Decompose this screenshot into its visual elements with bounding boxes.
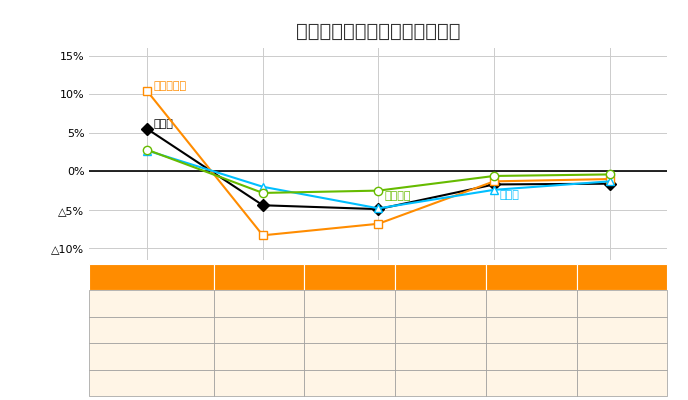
Text: △2.5%: △2.5% bbox=[423, 378, 458, 388]
Text: △8.3%: △8.3% bbox=[332, 325, 367, 335]
Text: △2.0%: △2.0% bbox=[332, 351, 367, 362]
Text: △0.6%: △0.6% bbox=[514, 378, 548, 388]
Text: H20: H20 bbox=[247, 272, 271, 282]
Text: H21: H21 bbox=[337, 272, 362, 282]
Text: △6.8%: △6.8% bbox=[423, 325, 458, 335]
Text: H22: H22 bbox=[428, 272, 453, 282]
Text: △4.9%: △4.9% bbox=[423, 298, 458, 309]
Text: △1.6%: △1.6% bbox=[605, 298, 639, 309]
Text: △1.3%: △1.3% bbox=[605, 351, 639, 362]
Text: 東京都区部: 東京都区部 bbox=[114, 325, 144, 335]
Text: △4.4%: △4.4% bbox=[332, 298, 367, 309]
Text: △0.4%: △0.4% bbox=[605, 378, 639, 388]
Text: 東京圏: 東京圏 bbox=[153, 119, 173, 129]
Text: 5.5%: 5.5% bbox=[246, 298, 272, 309]
Text: 2.8%: 2.8% bbox=[246, 378, 272, 388]
Text: 東京都区部: 東京都区部 bbox=[153, 81, 186, 91]
Text: 10.4%: 10.4% bbox=[243, 325, 276, 335]
Text: △1.3%: △1.3% bbox=[514, 325, 548, 335]
Text: △2.8%: △2.8% bbox=[332, 378, 367, 388]
Text: 東京圏: 東京圏 bbox=[114, 298, 132, 309]
Text: 名古屋圏: 名古屋圏 bbox=[384, 191, 411, 201]
Text: △2.4%: △2.4% bbox=[514, 351, 548, 362]
Text: △1.7%: △1.7% bbox=[514, 298, 548, 309]
Text: △4.8%: △4.8% bbox=[423, 351, 458, 362]
Text: H23: H23 bbox=[519, 272, 544, 282]
Text: 圏域別住宅地の年間変動率推移: 圏域別住宅地の年間変動率推移 bbox=[296, 22, 461, 41]
Text: △1.0%: △1.0% bbox=[605, 325, 639, 335]
Text: H24: H24 bbox=[610, 272, 634, 282]
Text: 大阪圏: 大阪圏 bbox=[114, 351, 132, 362]
Text: 大阪圏: 大阪圏 bbox=[499, 190, 519, 200]
Text: 名古屋圏: 名古屋圏 bbox=[114, 378, 138, 388]
Text: 2.7%: 2.7% bbox=[246, 351, 272, 362]
